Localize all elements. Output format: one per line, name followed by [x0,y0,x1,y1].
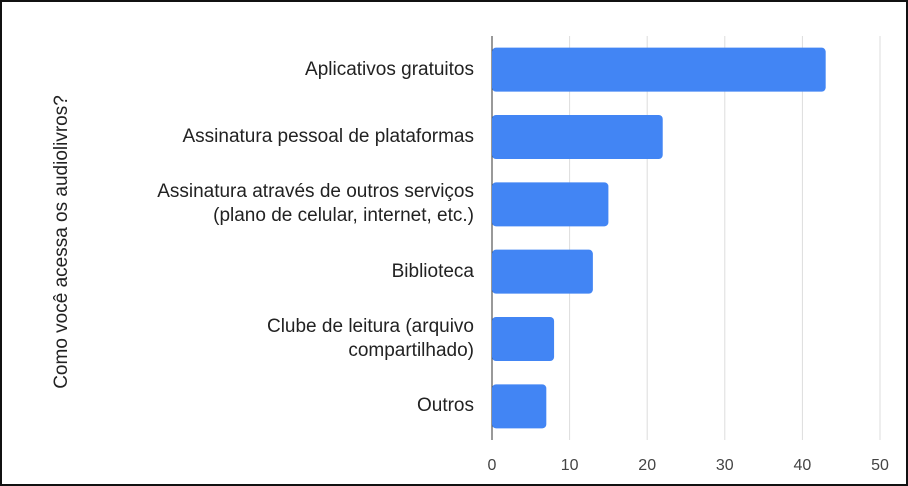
category-label: Outros [416,395,474,417]
x-tick-label: 50 [871,457,889,474]
category-label: Assinatura pessoal de plataformas [182,126,475,147]
bar [492,249,593,294]
category-label: Clube de leitura (arquivo compartilhado) [266,316,474,361]
bar [492,317,555,361]
x-tick-label: 30 [716,457,734,474]
x-tick-label: 0 [488,457,497,474]
bar [492,115,663,159]
x-tick-label: 40 [794,457,812,474]
y-axis-title: Como você acessa os audiolivros? [51,95,72,389]
category-label: Biblioteca [391,260,474,282]
x-tick-label: 10 [561,457,579,474]
bar [492,47,826,92]
x-tick-label: 20 [638,457,656,474]
bar [492,182,609,227]
bar [492,384,547,429]
category-label: Aplicativos gratuitos [305,58,474,80]
category-label: Assinatura através de outros serviços (p… [157,181,474,227]
